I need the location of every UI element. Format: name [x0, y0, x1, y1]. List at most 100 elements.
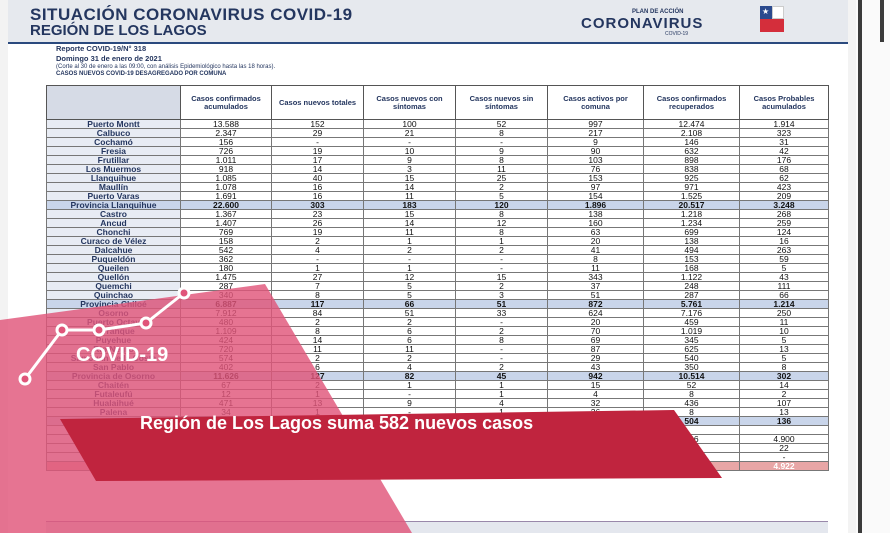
right-edge: [856, 0, 890, 533]
table-cell: 16: [271, 191, 364, 201]
table-cell: 42: [739, 146, 829, 156]
commune-name: Puerto Montt: [46, 119, 181, 129]
table-cell: 10: [739, 326, 829, 336]
table-cell: 26: [547, 407, 644, 417]
table-cell: 8: [455, 128, 548, 138]
province-row: Provincia Chiloé 6.887 117 66 51 872 5.761 1.21…: [46, 299, 829, 309]
headline-text: Región de Los Lagos suma 582 nuevos caso…: [140, 413, 534, 433]
table-cell: -: [455, 263, 548, 273]
table-cell: 1.085: [180, 173, 272, 183]
table-cell: 1.011: [180, 155, 272, 165]
table-cell: 574: [180, 353, 272, 363]
commune-name: Purranque: [46, 326, 181, 336]
table-cell: 343: [547, 272, 644, 282]
table-cell: 7.176: [643, 308, 740, 318]
commune-name: Maullín: [46, 182, 181, 192]
commune-name: [46, 442, 181, 453]
table-cell: 1.122: [643, 272, 740, 282]
table-cell: 168: [643, 263, 740, 273]
table-cell: 32: [547, 398, 644, 408]
table-cell: 1.214: [739, 299, 829, 309]
commune-name: Llanquihue: [46, 173, 181, 183]
table-cell: 2: [455, 245, 548, 255]
table-cell: -: [739, 451, 829, 462]
table-cell: 436: [643, 398, 740, 408]
table-cell: 5: [363, 281, 456, 291]
table-cell: 303: [271, 200, 364, 210]
table-cell: [363, 433, 456, 444]
table-cell: 6: [363, 335, 456, 345]
commune-name: [46, 433, 181, 444]
table-row: Puerto Octay 480 2 2-20 459 11: [46, 317, 829, 327]
table-cell: 225: [455, 460, 548, 471]
table-cell: 872: [547, 299, 644, 309]
table-cell: 69: [547, 335, 644, 345]
table-cell: 41: [547, 245, 644, 255]
table-cell: 8: [455, 155, 548, 165]
table-cell: 11: [271, 344, 364, 354]
report-number: Reporte COVID-19/N° 318: [56, 44, 147, 53]
table-cell: 2: [363, 353, 456, 363]
table-cell: 59: [739, 254, 829, 264]
province-row: Provincia de Osorno 11.626 127 82 45 942 10.51…: [46, 371, 829, 381]
table-cell: 1: [363, 263, 456, 273]
table-cell: 542: [180, 245, 272, 255]
table-cell: 459: [643, 317, 740, 327]
table-cell: 29: [271, 128, 364, 138]
table-cell: 11: [455, 164, 548, 174]
table-cell: 63: [547, 227, 644, 237]
column-header: Casos confirmados acumulados: [180, 85, 272, 120]
table-cell: -: [455, 137, 548, 147]
table-cell: 33: [455, 308, 548, 318]
table-cell: 76: [547, 164, 644, 174]
table-cell: 1.475: [180, 272, 272, 282]
table-cell: 158: [180, 236, 272, 246]
table-cell: 4: [271, 245, 364, 255]
table-row: Puerto Varas 1.691 16 11 5 154 1.525 209: [46, 191, 829, 201]
table-cell: 14: [363, 218, 456, 228]
commune-name: Osorno: [46, 308, 181, 318]
table-cell: -: [363, 389, 456, 399]
table-cell: 5: [739, 353, 829, 363]
table-row: Maullín 1.078 16 14 2 97 971 423: [46, 182, 829, 192]
table-cell: 1: [363, 380, 456, 390]
table-cell: 51: [547, 290, 644, 300]
table-cell: 504: [643, 416, 740, 426]
table-cell: 345: [643, 335, 740, 345]
table-cell: 4: [363, 362, 456, 372]
table-cell: 111: [739, 281, 829, 291]
column-header: Casos Probables acumulados: [739, 85, 829, 120]
table-cell: 52: [455, 119, 548, 129]
table-cell: [739, 425, 829, 435]
table-row: Puqueldón 362- - -8 153 59: [46, 254, 829, 264]
table-cell: 1.367: [180, 209, 272, 219]
table-row: Cochamó 156- - -9 146 31: [46, 137, 829, 147]
table-cell: [271, 442, 364, 453]
report-header: SITUACIÓN CORONAVIRUS COVID-19 REGIÓN DE…: [8, 0, 848, 44]
table-cell: 2: [363, 245, 456, 255]
table-cell: 22.600: [180, 200, 272, 210]
report-date: Domingo 31 de enero de 2021: [56, 54, 162, 63]
table-cell: -: [363, 451, 456, 462]
table-cell: 6: [363, 326, 456, 336]
commune-name: Provincia de Osorno: [46, 371, 181, 381]
table-row: Otras regiones 71- - - -21-: [46, 451, 829, 462]
table-row: Curaco de Vélez 158 2 1 1 20 138 16: [46, 236, 829, 246]
table-cell: 345: [363, 460, 456, 471]
table-cell: 3: [455, 290, 548, 300]
table-cell: 12: [363, 272, 456, 282]
table-cell: [363, 442, 456, 453]
table-cell: 97: [547, 182, 644, 192]
table-cell: 51: [455, 299, 548, 309]
table-row: Chaitén 67 2 1 1 15 52 14: [46, 380, 829, 390]
table-cell: 183: [363, 200, 456, 210]
table-cell: 340: [180, 290, 272, 300]
commune-name: Ancud: [46, 218, 181, 228]
report-subtitle: CASOS NUEVOS COVID-19 DESAGREGADO POR CO…: [56, 71, 227, 77]
table-row: Llanquihue 1.085 40 15 25 153 925 62: [46, 173, 829, 183]
table-cell: 117: [271, 299, 364, 309]
total-row: Total Región 42.334 582 345 225 3.832 37.804 4.…: [46, 460, 829, 471]
table-cell: 23: [271, 209, 364, 219]
table-cell: 1.525: [643, 191, 740, 201]
table-cell: 82: [363, 371, 456, 381]
